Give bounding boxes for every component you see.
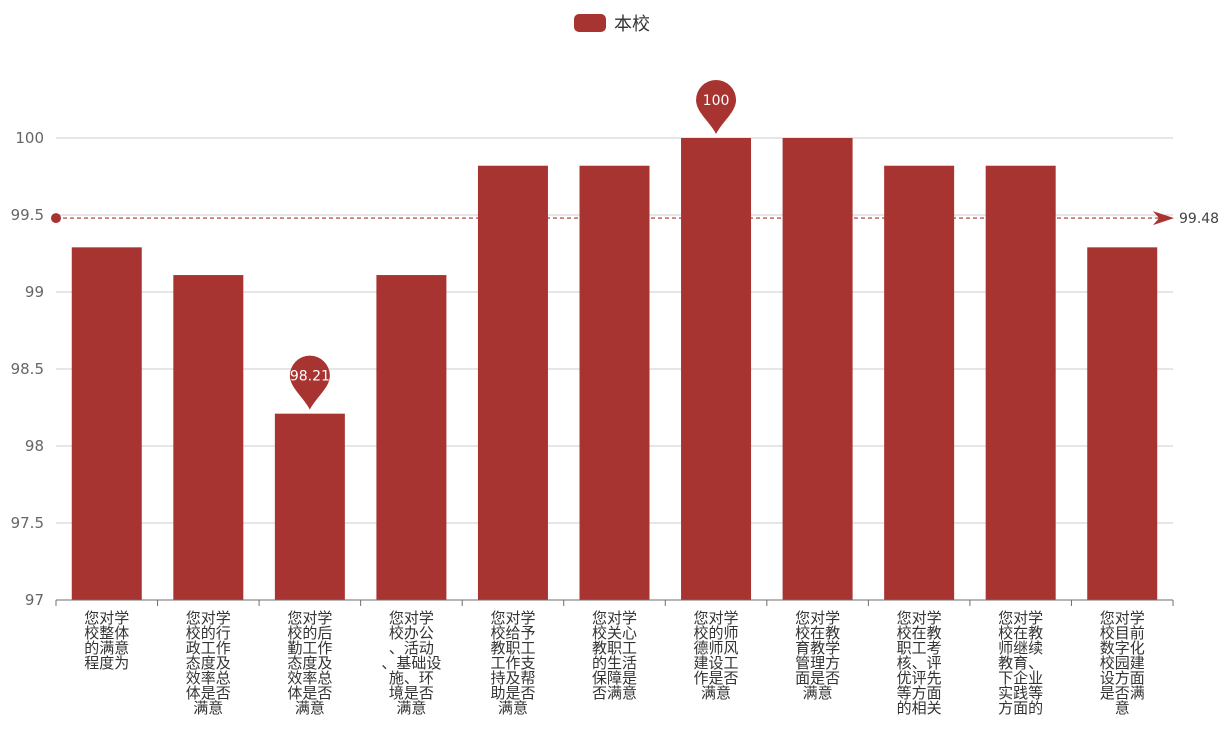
y-tick-label: 100	[15, 129, 44, 147]
x-tick-label: 您对学校的后勤工作态度及效率总体是否满意	[287, 609, 332, 717]
bar[interactable]	[681, 138, 752, 600]
mark-line-start-dot	[51, 213, 61, 224]
mark-line-label: 99.48	[1179, 211, 1219, 227]
bar[interactable]	[884, 165, 955, 600]
legend-label[interactable]: 本校	[614, 14, 650, 35]
x-tick-label: 您对学校给予教职工工作支持及帮助是否满意	[490, 609, 535, 717]
x-tick-label: 您对学校整体的满意程度为	[84, 609, 129, 672]
axes: 97 97.5 98 98.5 99 99.5 100 您对学校整体的满意程度为 您对学校的行政…	[11, 129, 1174, 717]
mark-line-arrow	[1153, 211, 1174, 226]
bar[interactable]	[376, 275, 447, 600]
y-tick-label: 97.5	[11, 514, 44, 532]
bar[interactable]	[985, 165, 1056, 600]
bar[interactable]	[274, 413, 345, 600]
bar[interactable]	[782, 138, 853, 600]
bars	[71, 138, 1158, 600]
bar[interactable]	[173, 275, 244, 600]
mark-point-pin: 100	[696, 80, 737, 134]
bar[interactable]	[579, 165, 650, 600]
mark-points: 98.21 100	[289, 80, 737, 410]
pin-shape	[289, 355, 330, 410]
bar[interactable]	[71, 247, 142, 600]
x-tick-label: 您对学校办公、活动、基础设施、环境是否满意	[381, 609, 441, 717]
average-mark-line: 99.48	[51, 211, 1219, 227]
x-tick-label: 您对学校的行政工作态度及效率总体是否满意	[186, 609, 231, 717]
y-tick-label: 97	[25, 591, 44, 609]
bar[interactable]	[1087, 247, 1158, 600]
mark-point-label: 100	[703, 93, 730, 109]
x-tick-label: 您对学校在教育教学管理方面是否满意	[795, 609, 840, 702]
y-tick-label: 99.5	[11, 206, 44, 224]
x-tick-label: 您对学校在教职工考核、评优评先等方面的相关	[897, 609, 942, 717]
x-tick-label: 您对学校关心教职工的生活保障是否满意	[592, 609, 637, 702]
y-tick-label: 98.5	[11, 360, 44, 378]
legend-swatch[interactable]	[574, 14, 606, 32]
y-tick-label: 99	[25, 283, 44, 301]
bar[interactable]	[477, 165, 548, 600]
x-tick-label: 您对学校的师德师风建设工作是否满意	[694, 609, 739, 702]
x-tick-label: 您对学校在教师继续教育、下企业实践等方面的	[998, 609, 1043, 717]
mark-point-pin: 98.21	[289, 355, 330, 410]
mark-point-label: 98.21	[290, 369, 330, 385]
x-tick-label: 您对学校目前数字化校园建设方面是否满意	[1100, 609, 1145, 717]
y-tick-label: 98	[25, 437, 44, 455]
pin-shape	[696, 80, 737, 134]
legend[interactable]: 本校	[574, 14, 650, 35]
